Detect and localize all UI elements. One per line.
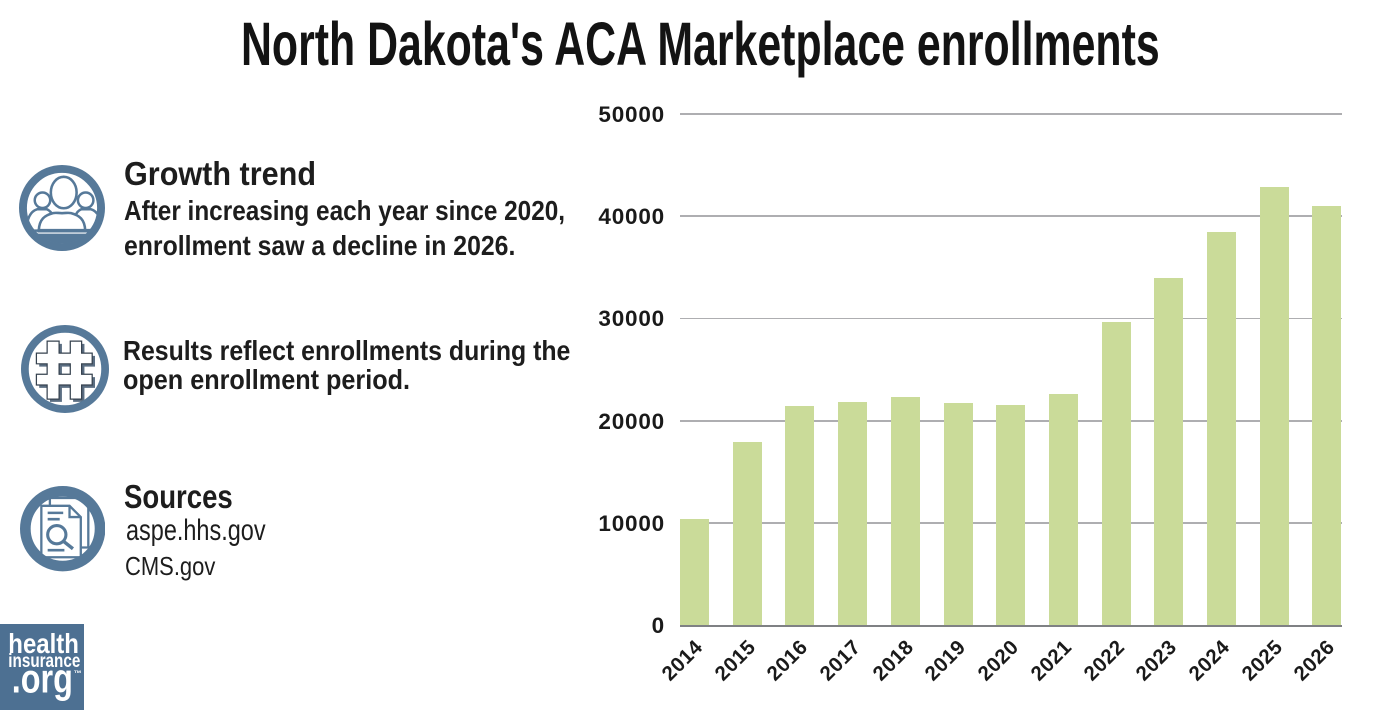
svg-text:insurance: insurance <box>8 651 80 672</box>
svg-text:™: ™ <box>74 669 82 678</box>
svg-text:health: health <box>8 628 79 659</box>
svg-text:.org: .org <box>12 656 73 702</box>
